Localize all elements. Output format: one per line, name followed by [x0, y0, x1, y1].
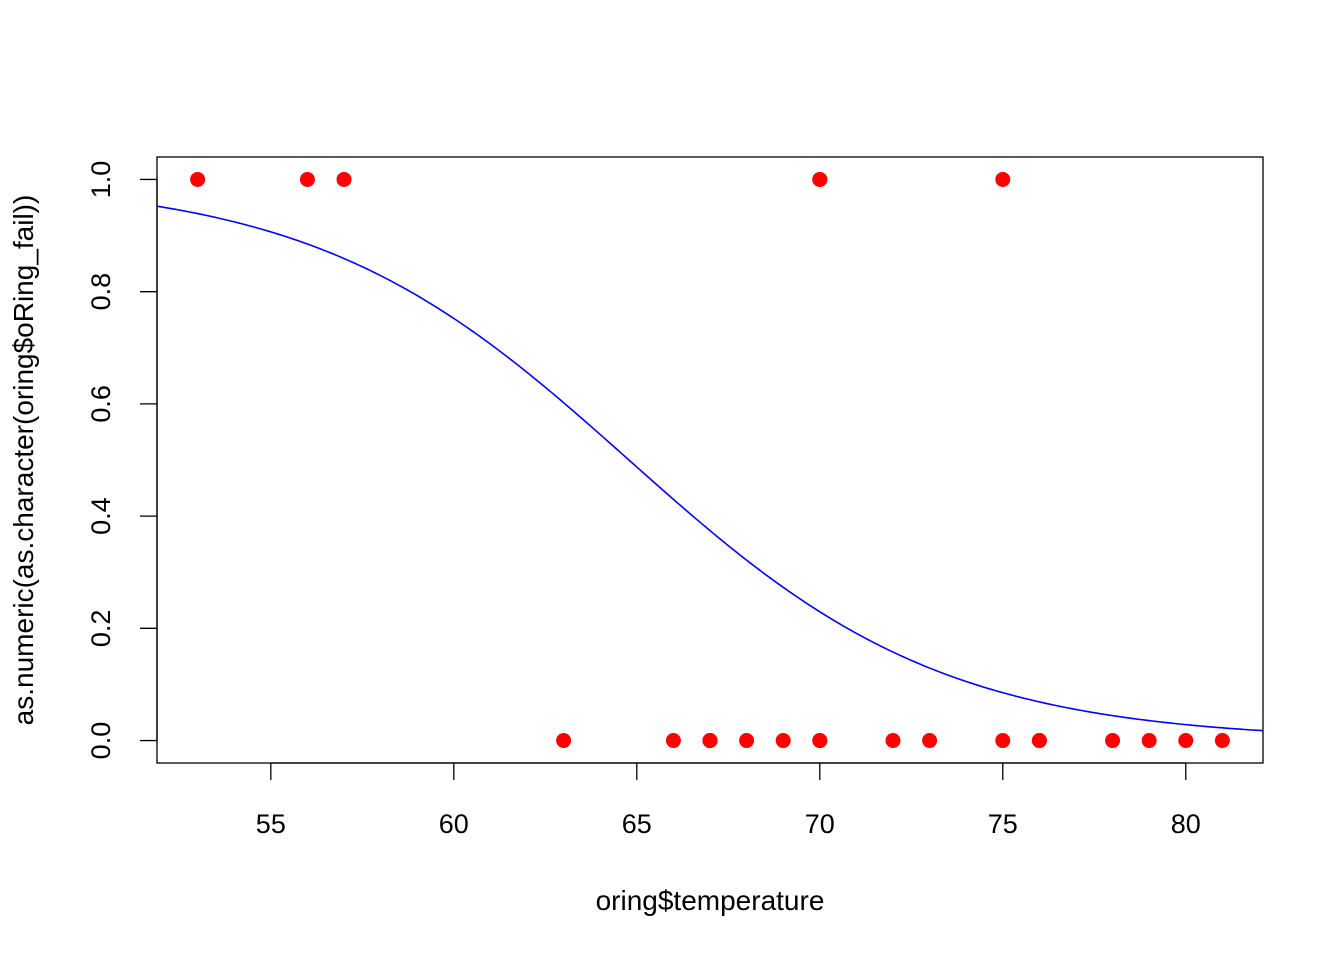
x-axis-title: oring$temperature: [596, 885, 825, 916]
y-tick-label: 0.4: [86, 497, 116, 535]
logistic-fit-curve: [156, 205, 1264, 732]
y-axis: 0.0 0.2 0.4 0.6 0.8 1.0: [86, 161, 158, 760]
data-point: [665, 733, 681, 749]
data-point: [190, 171, 206, 187]
data-point: [1214, 733, 1230, 749]
data-points-layer: [190, 171, 1230, 749]
data-point: [1178, 733, 1194, 749]
data-point: [995, 171, 1011, 187]
x-tick-label: 60: [439, 809, 469, 839]
y-axis-title: as.numeric(as.character(oring$oRing_fail…: [8, 195, 39, 726]
data-point: [812, 171, 828, 187]
data-point: [299, 171, 315, 187]
x-tick-label: 75: [988, 809, 1018, 839]
data-point: [556, 733, 572, 749]
data-point: [1105, 733, 1121, 749]
data-point: [812, 733, 828, 749]
y-tick-label: 0.2: [86, 610, 116, 648]
data-point: [739, 733, 755, 749]
x-tick-label: 55: [256, 809, 286, 839]
data-point: [922, 733, 938, 749]
y-tick-label: 0.8: [86, 273, 116, 311]
data-point: [885, 733, 901, 749]
x-axis: 55 60 65 70 75 80: [256, 762, 1201, 839]
data-point: [702, 733, 718, 749]
x-tick-label: 70: [805, 809, 835, 839]
x-tick-label: 80: [1171, 809, 1201, 839]
data-point: [995, 733, 1011, 749]
data-point: [775, 733, 791, 749]
x-tick-label: 65: [622, 809, 652, 839]
y-tick-label: 0.0: [86, 722, 116, 760]
y-tick-label: 1.0: [86, 161, 116, 199]
data-point: [1031, 733, 1047, 749]
data-point: [336, 171, 352, 187]
fit-curve-layer: [156, 205, 1264, 732]
data-point: [1141, 733, 1157, 749]
y-tick-label: 0.6: [86, 385, 116, 423]
